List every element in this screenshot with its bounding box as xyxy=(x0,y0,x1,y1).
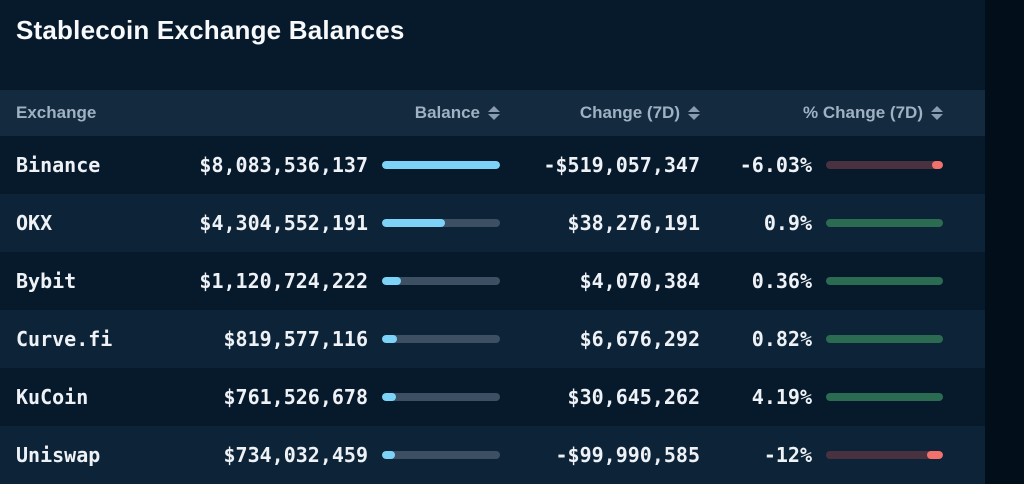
balance-value: $734,032,459 xyxy=(223,443,369,467)
column-header-exchange-label: Exchange xyxy=(16,103,97,122)
pct-change-bar xyxy=(826,219,943,227)
balance-bar-track xyxy=(382,451,500,459)
pct-change-bar xyxy=(826,161,943,169)
column-header-balance-label: Balance xyxy=(414,103,480,122)
pct-change-bar xyxy=(826,335,943,343)
column-header-change[interactable]: Change (7D) xyxy=(500,103,700,123)
column-header-exchange: Exchange xyxy=(16,103,176,123)
column-header-pct-change[interactable]: % Change (7D) xyxy=(700,103,943,123)
table-row: Curve.fi $819,577,116 $6,676,292 0.82% xyxy=(0,310,985,368)
balance-value: $1,120,724,222 xyxy=(199,269,368,293)
stablecoin-balances-panel: Stablecoin Exchange Balances Exchange Ba… xyxy=(0,0,985,484)
table-body: Binance $8,083,536,137 -$519,057,347 -6.… xyxy=(0,136,985,484)
pct-change-value: 0.82% xyxy=(751,327,812,351)
balance-bar-track xyxy=(382,161,500,169)
exchange-name: KuCoin xyxy=(16,385,89,409)
sort-icon xyxy=(488,106,500,120)
pct-change-bar-negative-cap xyxy=(932,161,943,169)
exchange-name: Curve.fi xyxy=(16,327,113,351)
balance-value: $761,526,678 xyxy=(223,385,369,409)
column-header-pct-change-label: % Change (7D) xyxy=(803,103,923,122)
change-value: -$99,990,585 xyxy=(555,443,701,467)
table-row: KuCoin $761,526,678 $30,645,262 4.19% xyxy=(0,368,985,426)
pct-change-value: 4.19% xyxy=(751,385,812,409)
exchange-name: Bybit xyxy=(16,269,77,293)
balance-bar-track xyxy=(382,335,500,343)
change-value: $38,276,191 xyxy=(567,211,700,235)
table-row: Binance $8,083,536,137 -$519,057,347 -6.… xyxy=(0,136,985,194)
table-row: OKX $4,304,552,191 $38,276,191 0.9% xyxy=(0,194,985,252)
balance-bar-track xyxy=(382,393,500,401)
pct-change-bar-track xyxy=(826,219,943,227)
sort-icon xyxy=(688,106,700,120)
balance-bar xyxy=(382,277,500,285)
balance-bar-fill xyxy=(382,451,395,459)
balance-bar-track xyxy=(382,277,500,285)
column-header-balance[interactable]: Balance xyxy=(176,103,500,123)
table-row: Bybit $1,120,724,222 $4,070,384 0.36% xyxy=(0,252,985,310)
pct-change-bar-track xyxy=(826,277,943,285)
exchange-name: Uniswap xyxy=(16,443,101,467)
balance-bar-fill xyxy=(382,219,445,227)
pct-change-bar-track xyxy=(826,393,943,401)
pct-change-bar xyxy=(826,393,943,401)
pct-change-bar-track xyxy=(826,161,943,169)
table-row: Uniswap $734,032,459 -$99,990,585 -12% xyxy=(0,426,985,484)
balance-value: $4,304,552,191 xyxy=(199,211,368,235)
table-header: Exchange Balance Change (7D) % Change (7… xyxy=(0,90,985,136)
change-value: -$519,057,347 xyxy=(543,153,700,177)
exchange-name: Binance xyxy=(16,153,101,177)
balance-bar-fill xyxy=(382,393,397,401)
change-value: $4,070,384 xyxy=(579,269,700,293)
pct-change-value: -6.03% xyxy=(739,153,812,177)
pct-change-value: 0.36% xyxy=(751,269,812,293)
balance-value: $819,577,116 xyxy=(223,327,369,351)
pct-change-bar-negative-cap xyxy=(926,451,943,459)
balance-bar xyxy=(382,451,500,459)
change-value: $30,645,262 xyxy=(567,385,700,409)
balance-bar xyxy=(382,335,500,343)
balance-bar-track xyxy=(382,219,500,227)
balance-bar xyxy=(382,219,500,227)
balance-value: $8,083,536,137 xyxy=(199,153,368,177)
exchange-name: OKX xyxy=(16,211,53,235)
pct-change-value: -12% xyxy=(763,443,812,467)
balance-bar xyxy=(382,161,500,169)
balance-bar xyxy=(382,393,500,401)
change-value: $6,676,292 xyxy=(579,327,700,351)
pct-change-bar xyxy=(826,451,943,459)
column-header-change-label: Change (7D) xyxy=(579,103,680,122)
balance-bar-fill xyxy=(382,335,398,343)
sort-icon xyxy=(931,106,943,120)
pct-change-value: 0.9% xyxy=(763,211,812,235)
balance-bar-fill xyxy=(382,161,500,169)
pct-change-bar xyxy=(826,277,943,285)
pct-change-bar-track xyxy=(826,451,943,459)
panel-title: Stablecoin Exchange Balances xyxy=(16,15,405,45)
pct-change-bar-track xyxy=(826,335,943,343)
balance-bar-fill xyxy=(382,277,401,285)
